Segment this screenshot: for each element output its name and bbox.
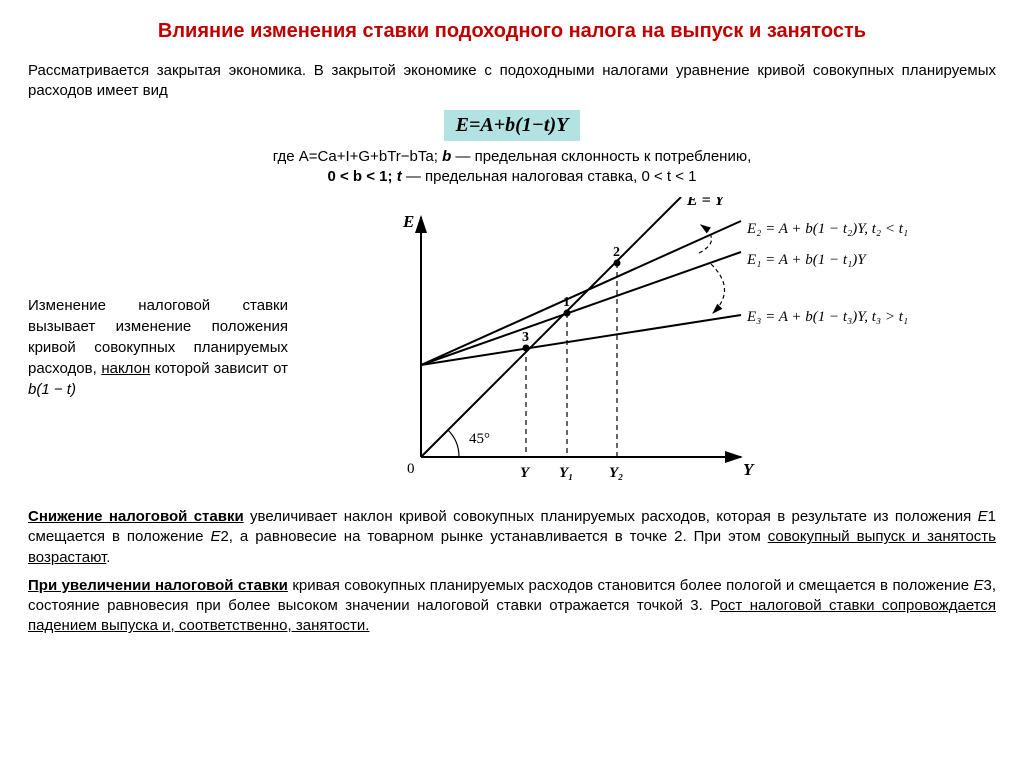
- svg-text:E₂ = A + b(1 − t₂)Y, t₂ < t₁: E₂ = A + b(1 − t₂)Y, t₂ < t₁: [746, 221, 908, 237]
- svg-text:Y: Y: [743, 460, 755, 479]
- svg-text:E = Y: E = Y: [686, 197, 726, 209]
- side-note-fn: b(1 − t): [28, 381, 76, 398]
- caption-text: — предельная склонность к потреблению,: [451, 148, 751, 165]
- page-title: Влияние изменения ставки подоходного нал…: [28, 20, 996, 43]
- formula-row: E=A+b(1−t)Y: [28, 110, 996, 141]
- svg-text:E₁ = A + b(1 − t₁)Y: E₁ = A + b(1 − t₁)Y: [746, 252, 867, 268]
- paragraph-increase: При увеличении налоговой ставки кривая с…: [28, 576, 996, 637]
- caption-b: b: [442, 148, 451, 165]
- formula-caption: где A=Ca+I+G+bTr−bTa; b — предельная скл…: [172, 147, 852, 188]
- p1-text: .: [106, 549, 110, 566]
- svg-text:3: 3: [522, 330, 529, 345]
- side-note-text: которой зависит от: [150, 360, 288, 377]
- side-note-underline: наклон: [101, 360, 150, 377]
- svg-text:2: 2: [613, 245, 620, 260]
- svg-text:1: 1: [563, 295, 570, 310]
- intro-paragraph: Рассматривается закрытая экономика. В за…: [28, 61, 996, 102]
- svg-text:Y₁: Y₁: [559, 465, 573, 481]
- side-note: Изменение налоговой ставки вызывает изме…: [28, 295, 306, 400]
- p1-text: увеличивает наклон кривой совокупных пла…: [244, 508, 978, 525]
- svg-text:0: 0: [407, 461, 415, 477]
- p1-e1: E: [978, 508, 988, 525]
- p1-e2: E: [210, 528, 220, 545]
- formula-box: E=A+b(1−t)Y: [444, 110, 581, 141]
- svg-text:Y: Y: [520, 465, 531, 481]
- keynesian-cross-chart: 45° 1 2 3 E Y 0 Y Y₁ Y₂ E = Y E₂ = A + b(1 − t₂)Y, …: [371, 197, 931, 497]
- p1-text: 2, а равновесие на товарном рынке устана…: [220, 528, 767, 545]
- p2-text: кривая совокупных планируемых расходов с…: [288, 577, 974, 594]
- p2-lead: При увеличении налоговой ставки: [28, 577, 288, 594]
- p2-e3: E: [973, 577, 983, 594]
- p1-lead: Снижение налоговой ставки: [28, 508, 244, 525]
- svg-text:45°: 45°: [469, 431, 490, 447]
- svg-text:E₃ = A + b(1 − t₃)Y, t₃ > t₁: E₃ = A + b(1 − t₃)Y, t₃ > t₁: [746, 309, 908, 325]
- svg-text:Y₂: Y₂: [609, 465, 623, 481]
- caption-text: где A=Ca+I+G+bTr−bTa;: [273, 148, 442, 165]
- paragraph-decrease: Снижение налоговой ставки увеличивает на…: [28, 507, 996, 568]
- caption-text: — предельная налоговая ставка, 0 < t < 1: [402, 168, 697, 185]
- svg-text:E: E: [402, 212, 414, 231]
- caption-range: 0 < b < 1;: [327, 168, 396, 185]
